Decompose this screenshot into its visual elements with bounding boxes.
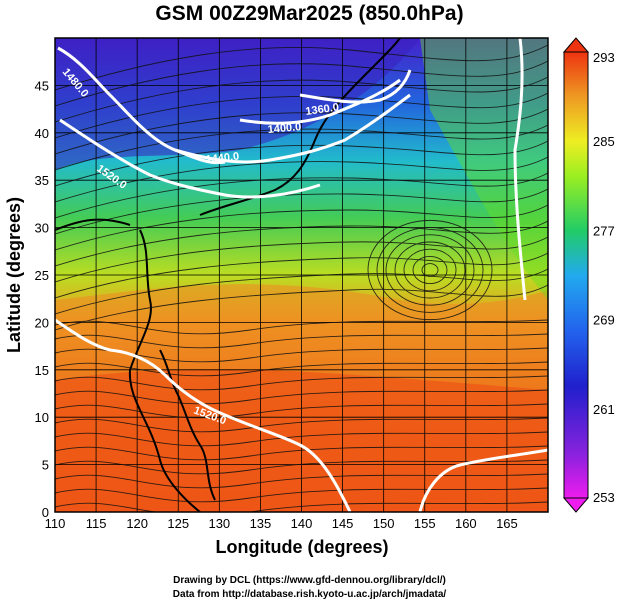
credit-line-data: Data from http://database.rish.kyoto-u.a… — [172, 589, 447, 600]
contour-label-1400: 1400.0 — [267, 121, 302, 136]
y-tick-label: 0 — [42, 505, 49, 520]
y-tick-label: 45 — [35, 78, 49, 93]
streamline — [55, 204, 548, 251]
x-tick-label: 145 — [332, 516, 354, 531]
streamline — [403, 248, 457, 292]
colorbar-tick-label: 277 — [593, 223, 615, 238]
height-contours — [55, 38, 548, 512]
streamlines — [55, 44, 548, 512]
y-tick-label: 25 — [35, 268, 49, 283]
chart-title: GSM 00Z29Mar2025 (850.0hPa) — [155, 2, 464, 25]
streamline — [55, 156, 548, 203]
streamline — [55, 403, 548, 419]
colorbar-body — [563, 51, 589, 499]
streamline — [55, 220, 548, 267]
streamline — [55, 172, 548, 219]
contour-label-1360: 1360.0 — [305, 101, 340, 118]
x-axis-ticks: 110 115 120 125 130 135 140 145 150 155 160 165 — [45, 516, 518, 531]
grid-lines — [55, 38, 548, 512]
streamline — [55, 268, 548, 315]
x-tick-label: 140 — [291, 516, 313, 531]
streamline — [412, 255, 448, 285]
streamline — [55, 487, 548, 503]
x-tick-label: 125 — [167, 516, 189, 531]
streamline — [55, 236, 548, 283]
streamline — [55, 284, 548, 331]
y-tick-label: 35 — [35, 173, 49, 188]
streamline — [55, 108, 548, 155]
x-tick-label: 160 — [455, 516, 477, 531]
colorbar-tick-label: 285 — [593, 134, 615, 149]
contour-south-east — [418, 448, 548, 512]
streamline — [55, 389, 548, 405]
streamline — [367, 219, 493, 321]
plot-area: 1480.0 1360.0 1400.0 1440.0 1520.0 1520.… — [55, 38, 548, 512]
x-tick-label: 110 — [45, 516, 66, 531]
y-axis-ticks: 0 5 10 15 20 25 30 35 40 45 — [35, 78, 49, 520]
streamline — [55, 361, 548, 377]
streamline — [55, 44, 548, 91]
streamline — [421, 263, 439, 277]
coast-china — [128, 229, 201, 512]
streamline — [55, 445, 548, 461]
colorbar-tick-label: 261 — [593, 402, 615, 417]
colorbar-tick-label: 293 — [593, 50, 615, 65]
contour-label-1440: 1440.0 — [205, 151, 240, 166]
streamline — [55, 60, 548, 107]
coast-philippines — [159, 349, 216, 501]
contour-1440 — [174, 93, 411, 164]
colorbar-tick-label: 253 — [593, 490, 615, 505]
x-tick-label: 120 — [126, 516, 148, 531]
streamline — [55, 92, 548, 139]
x-tick-label: 135 — [250, 516, 272, 531]
contour-east — [513, 38, 527, 301]
y-tick-label: 20 — [35, 315, 49, 330]
streamline — [55, 76, 548, 123]
y-tick-label: 40 — [35, 126, 49, 141]
streamline — [385, 234, 475, 306]
y-axis-title: Latitude (degrees) — [4, 197, 24, 353]
streamline — [394, 241, 466, 299]
coast-korea — [55, 218, 131, 231]
y-tick-label: 30 — [35, 221, 49, 236]
contour-1520-north — [59, 118, 321, 199]
streamline — [55, 459, 548, 475]
streamline — [55, 319, 548, 335]
credit-line-dcl: Drawing by DCL (https://www.gfd-dennou.o… — [173, 575, 446, 586]
streamline — [55, 333, 548, 349]
streamline — [55, 188, 548, 235]
streamline — [55, 501, 548, 512]
colorbar: 293 285 277 269 261 253 — [562, 37, 615, 513]
y-tick-label: 5 — [42, 458, 49, 473]
contour-1360 — [299, 69, 412, 104]
streamline — [55, 375, 548, 391]
x-tick-label: 150 — [373, 516, 395, 531]
cold-region — [55, 38, 420, 170]
streamline — [55, 124, 548, 171]
x-tick-label: 130 — [208, 516, 230, 531]
streamline — [55, 140, 548, 187]
colorbar-bottom-arrow — [562, 497, 590, 513]
x-tick-label: 165 — [496, 516, 518, 531]
y-tick-label: 10 — [35, 410, 49, 425]
y-tick-label: 15 — [35, 363, 49, 378]
green-region — [420, 38, 548, 300]
plot-frame — [54, 37, 549, 513]
colorbar-ticks: 293 285 277 269 261 253 — [593, 50, 615, 505]
streamline — [55, 473, 548, 489]
streamline — [376, 227, 484, 313]
x-axis-title: Longitude (degrees) — [215, 537, 388, 557]
streamline — [55, 252, 548, 299]
contour-1520-south — [55, 318, 352, 512]
colorbar-tick-label: 269 — [593, 313, 615, 328]
x-tick-label: 155 — [414, 516, 436, 531]
contour-1400 — [239, 78, 401, 125]
streamline — [55, 431, 548, 447]
x-tick-label: 115 — [86, 516, 107, 531]
colorbar-top-arrow — [562, 37, 590, 53]
contour-1480 — [57, 46, 226, 165]
